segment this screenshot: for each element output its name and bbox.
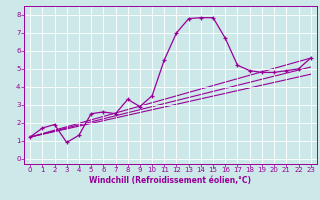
X-axis label: Windchill (Refroidissement éolien,°C): Windchill (Refroidissement éolien,°C) (89, 176, 252, 185)
